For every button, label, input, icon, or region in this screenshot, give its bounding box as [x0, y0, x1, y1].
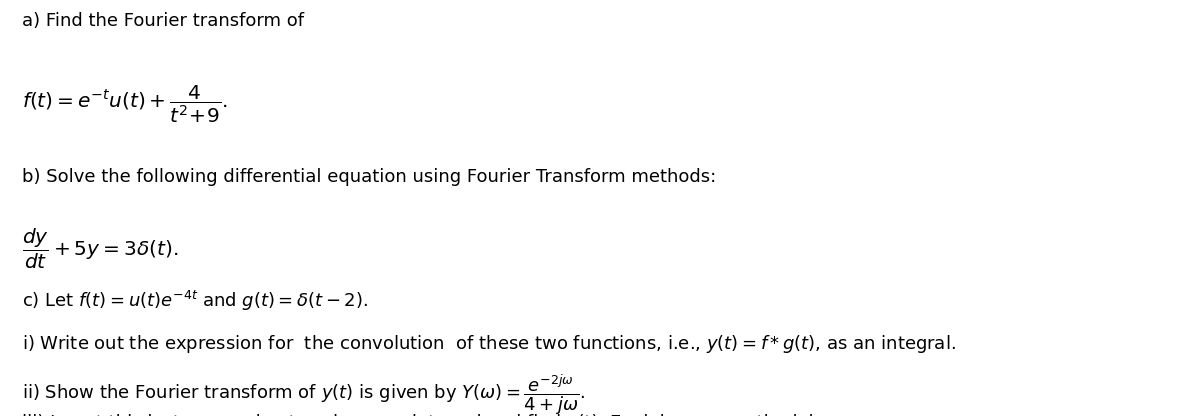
- Text: i) Write out the expression for  the convolution  of these two functions, i.e., : i) Write out the expression for the conv…: [22, 333, 955, 355]
- Text: $\dfrac{dy}{dt} + 5y = 3\delta(t).$: $\dfrac{dy}{dt} + 5y = 3\delta(t).$: [22, 227, 178, 271]
- Text: b) Solve the following differential equation using Fourier Transform methods:: b) Solve the following differential equa…: [22, 168, 716, 186]
- Text: ii) Show the Fourier transform of $y(t)$ is given by $Y(\omega) = \dfrac{e^{-2j\: ii) Show the Fourier transform of $y(t)$…: [22, 372, 586, 416]
- Text: c) Let $f(t) = u(t)e^{-4t}$ and $g(t) = \delta(t - 2).$: c) Let $f(t) = u(t)e^{-4t}$ and $g(t) = …: [22, 289, 367, 313]
- Text: a) Find the Fourier transform of: a) Find the Fourier transform of: [22, 12, 304, 30]
- Text: iii) Invert this last expression to solve your integral and find y(t). Explain y: iii) Invert this last expression to solv…: [22, 414, 850, 416]
- Text: $f(t) = e^{-t}u(t) + \dfrac{4}{t^2\!+\!9}.$: $f(t) = e^{-t}u(t) + \dfrac{4}{t^2\!+\!9…: [22, 83, 228, 125]
